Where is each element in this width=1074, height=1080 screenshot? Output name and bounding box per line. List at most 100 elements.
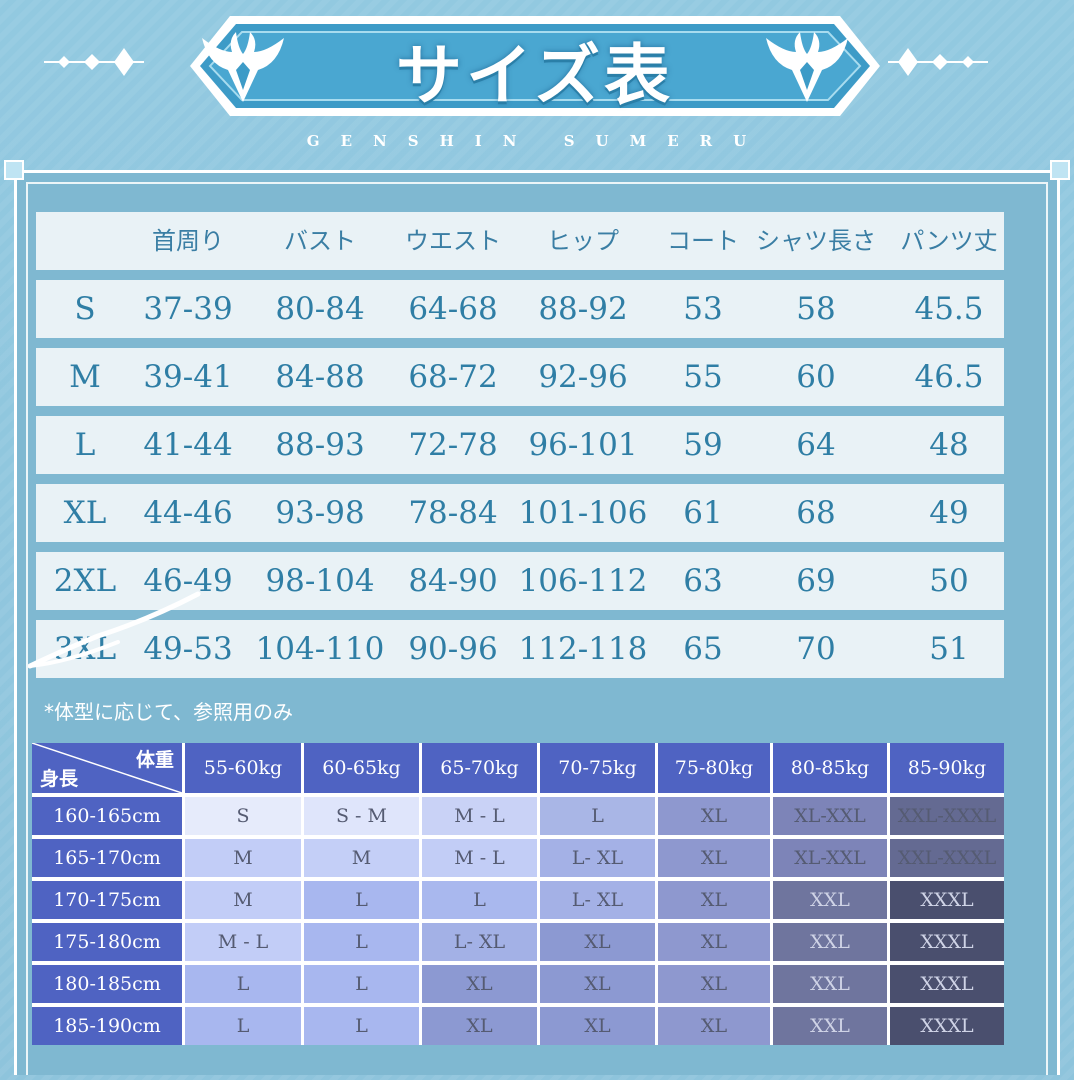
size-table-row: L 41-44 88-93 72-78 96-101 59 64 48: [36, 416, 1004, 474]
recommended-size-cell: L: [304, 1007, 419, 1045]
recommended-size-cell: XL: [540, 965, 655, 1003]
size-table-header-cell: シャツ長さ: [756, 227, 876, 255]
left-sparkle-icon: [44, 42, 144, 86]
size-table-cell: 45.5: [914, 291, 984, 327]
size-table-cell: 80-84: [275, 291, 365, 327]
recommended-size-cell: XXL: [773, 1007, 887, 1045]
size-table-cell: 70: [796, 631, 836, 667]
size-table-cell: 53: [683, 291, 723, 327]
recommended-size-cell: XXL-XXXL: [890, 797, 1004, 835]
size-table-cell: 44-46: [143, 495, 233, 531]
size-table-header-cell: パンツ丈: [900, 227, 998, 255]
size-table-header-cell: バスト: [284, 227, 356, 255]
size-table-header-cell: [40, 212, 130, 270]
size-table-cell: 60: [796, 359, 836, 395]
size-table-cell: 93-98: [275, 495, 365, 531]
size-table-cell: 90-96: [408, 631, 498, 667]
size-table-cell: 37-39: [143, 291, 233, 327]
size-table-cell: 96-101: [528, 427, 638, 463]
size-table-cell: 88-93: [275, 427, 365, 463]
size-table-cell: 55: [683, 359, 723, 395]
recommended-size-cell: L: [304, 965, 419, 1003]
weight-column-header: 65-70kg: [422, 743, 537, 793]
recommended-size-cell: XXXL: [890, 965, 1004, 1003]
size-table-cell: 84-90: [408, 563, 498, 599]
recommended-size-cell: M - L: [185, 923, 301, 961]
size-table-cell: 98-104: [265, 563, 375, 599]
height-row-header: 175-180cm: [32, 923, 182, 961]
recommended-size-cell: XXXL: [890, 1007, 1004, 1045]
frame-corner-icon: [4, 160, 24, 180]
weight-column-header: 85-90kg: [890, 743, 1004, 793]
right-sparkle-icon: [888, 42, 988, 86]
recommended-size-cell: L: [304, 923, 419, 961]
height-row-header: 165-170cm: [32, 839, 182, 877]
recommended-size-cell: XXL: [773, 923, 887, 961]
weight-column-header: 80-85kg: [773, 743, 887, 793]
frame-corner-icon: [1050, 160, 1070, 180]
recommended-size-cell: XL: [658, 839, 770, 877]
size-table-cell: 64-68: [408, 291, 498, 327]
size-table-cell: 68-72: [408, 359, 498, 395]
recommended-size-cell: XL: [658, 881, 770, 919]
recommended-size-cell: XL: [540, 923, 655, 961]
recommended-size-cell: XL: [658, 965, 770, 1003]
size-table-cell: 106-112: [518, 563, 648, 599]
frame-inner-border: [26, 182, 1048, 1075]
size-table-cell: 63: [683, 563, 723, 599]
size-label-cell: L: [74, 427, 96, 463]
size-table-cell: 84-88: [275, 359, 365, 395]
page-title: サイズ表: [395, 37, 675, 114]
size-table-cell: 64: [796, 427, 836, 463]
recommended-size-cell: L: [185, 1007, 301, 1045]
size-table-header: 首周り バスト ウエスト ヒップ コート シャツ長さ パンツ丈: [36, 212, 1004, 270]
size-label-cell: M: [69, 359, 101, 395]
size-table-cell: 59: [683, 427, 723, 463]
recommended-size-cell: XXXL: [890, 881, 1004, 919]
recommended-size-cell: L- XL: [422, 923, 537, 961]
height-row-header: 160-165cm: [32, 797, 182, 835]
recommended-size-cell: XL-XXL: [773, 797, 887, 835]
recommended-size-cell: L: [422, 881, 537, 919]
size-table-cell: 39-41: [143, 359, 233, 395]
recommended-size-cell: M: [304, 839, 419, 877]
size-label-cell: S: [74, 291, 96, 327]
size-table-cell: 69: [796, 563, 836, 599]
height-row-header: 170-175cm: [32, 881, 182, 919]
recommended-size-cell: S: [185, 797, 301, 835]
size-table-cell: 72-78: [408, 427, 498, 463]
reference-note: *体型に応じて、参照用のみ: [44, 700, 293, 724]
size-table-cell: 92-96: [538, 359, 628, 395]
size-table-header-cell: ウエスト: [405, 227, 501, 255]
title-banner: サイズ表: [150, 8, 920, 116]
recommended-size-cell: L- XL: [540, 881, 655, 919]
recommended-size-cell: XXL: [773, 965, 887, 1003]
recommended-size-cell: L: [304, 881, 419, 919]
size-table-cell: 101-106: [518, 495, 648, 531]
recommended-size-cell: XXL-XXXL: [890, 839, 1004, 877]
recommended-size-cell: L: [540, 797, 655, 835]
recommended-size-cell: XL: [422, 965, 537, 1003]
recommended-size-cell: XXXL: [890, 923, 1004, 961]
recommended-size-cell: M - L: [422, 797, 537, 835]
size-table-cell: 104-110: [255, 631, 385, 667]
size-table-cell: 50: [929, 563, 969, 599]
weight-height-grid: 体重 身長 55-60kg 60-65kg 65-70kg 70-75kg 75-80k…: [32, 743, 1004, 1045]
size-table-cell: 78-84: [408, 495, 498, 531]
size-table-row: XL 44-46 93-98 78-84 101-106 61 68 49: [36, 484, 1004, 542]
size-table-cell: 112-118: [518, 631, 648, 667]
size-table-cell: 68: [796, 495, 836, 531]
size-table-row: 2XL 46-49 98-104 84-90 106-112 63 69 50: [36, 552, 1004, 610]
height-row-header: 185-190cm: [32, 1007, 182, 1045]
size-table-cell: 65: [683, 631, 723, 667]
recommended-size-cell: XL: [658, 797, 770, 835]
size-table-row: M 39-41 84-88 68-72 92-96 55 60 46.5: [36, 348, 1004, 406]
recommended-size-cell: M: [185, 839, 301, 877]
size-table-cell: 51: [929, 631, 969, 667]
size-table-row: 3XL 49-53 104-110 90-96 112-118 65 70 51: [36, 620, 1004, 678]
weight-column-header: 55-60kg: [185, 743, 301, 793]
recommended-size-cell: XL: [540, 1007, 655, 1045]
weight-column-header: 70-75kg: [540, 743, 655, 793]
recommended-size-cell: XL: [422, 1007, 537, 1045]
weight-column-header: 75-80kg: [658, 743, 770, 793]
